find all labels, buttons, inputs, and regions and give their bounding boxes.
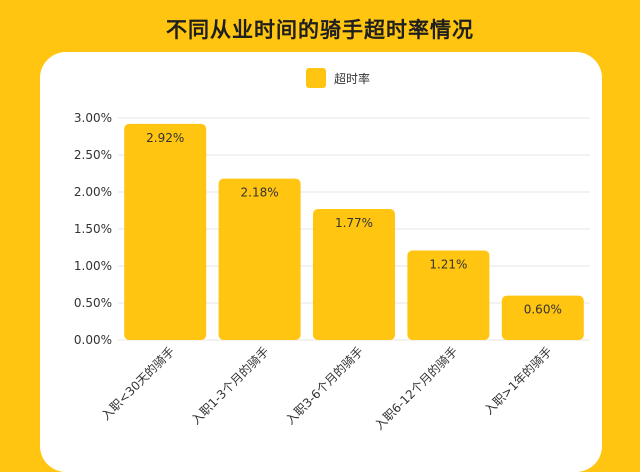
bar-value-label: 1.77% <box>335 216 373 230</box>
x-category-label: 入职3-6个月的骑手 <box>282 344 366 428</box>
bar-value-label: 1.21% <box>429 257 467 271</box>
legend-label: 超时率 <box>334 71 370 86</box>
y-tick-label: 1.00% <box>74 259 112 273</box>
x-category-label: 入职<30天的骑手 <box>98 344 177 423</box>
y-tick-label: 2.00% <box>74 185 112 199</box>
bar <box>218 178 301 340</box>
y-tick-label: 3.00% <box>74 111 112 125</box>
bar-chart: 0.00% 0.50% 1.00% 1.50% 2.00% 2.50% 3.00% 超时率 2.… <box>74 68 590 433</box>
bar <box>501 295 584 340</box>
bar <box>124 123 207 340</box>
y-tick-label: 0.50% <box>74 296 112 310</box>
bar-value-label: 2.18% <box>241 186 279 200</box>
y-tick-label: 1.50% <box>74 222 112 236</box>
x-category-label: 入职1-3个月的骑手 <box>188 344 272 428</box>
bar <box>407 250 490 340</box>
bar-value-label: 0.60% <box>524 303 562 317</box>
bar <box>313 209 395 340</box>
bar-value-label: 2.92% <box>146 131 184 145</box>
chart-title: 不同从业时间的骑手超时率情况 <box>166 18 474 42</box>
y-tick-label: 2.50% <box>74 148 112 162</box>
x-category-label: 入职6-12个月的骑手 <box>371 344 460 433</box>
x-category-label: 入职>1年的骑手 <box>481 344 555 418</box>
legend-swatch <box>306 68 326 88</box>
y-tick-label: 0.00% <box>74 333 112 347</box>
